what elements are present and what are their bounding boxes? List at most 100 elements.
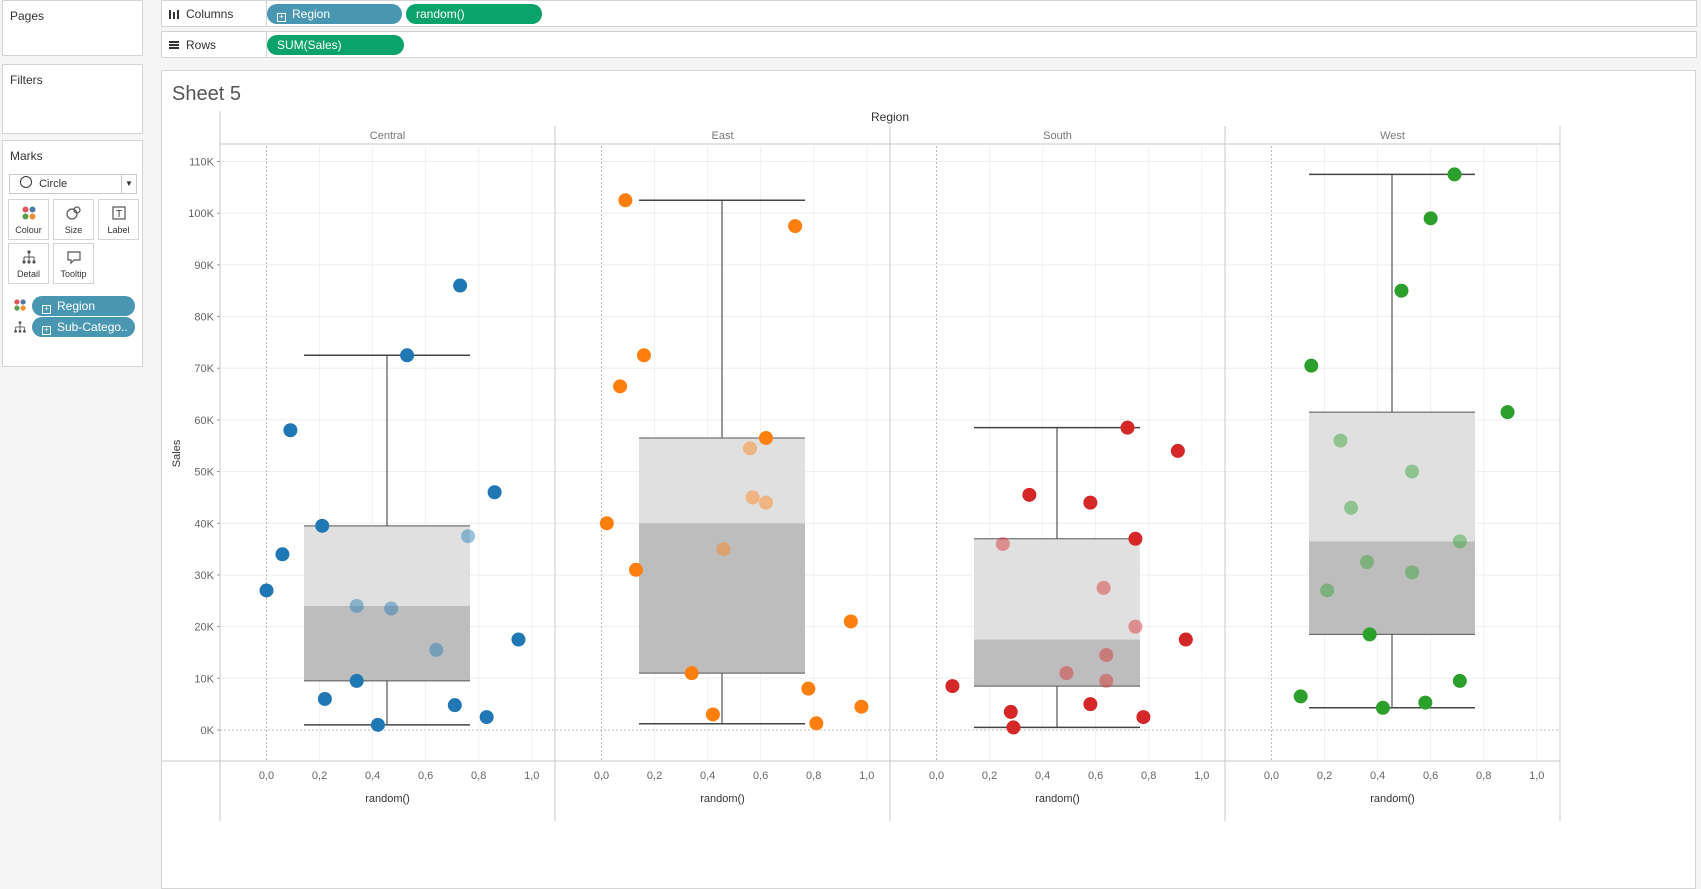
- y-tick-label: 60K: [194, 415, 214, 427]
- subcategory-detail-pill-label: Sub-Catego..: [57, 320, 128, 334]
- rows-icon: [169, 41, 179, 49]
- y-tick-label: 0K: [201, 725, 215, 737]
- size-button[interactable]: Size: [53, 199, 94, 240]
- x-tick-label: 0,6: [1423, 770, 1438, 782]
- plus-box-icon: +: [277, 13, 286, 22]
- data-point-south: [1099, 673, 1114, 688]
- box-lower-hinge: [1309, 541, 1475, 635]
- detail-button[interactable]: Detail: [8, 243, 49, 284]
- x-tick-label: 0,4: [1370, 770, 1385, 782]
- detail-label: Detail: [16, 269, 40, 279]
- rows-shelf[interactable]: Rows SUM(Sales): [161, 31, 1697, 58]
- x-tick-label: 0,0: [1264, 770, 1279, 782]
- x-axis-label: random(): [1370, 793, 1415, 805]
- data-point-south: [1083, 495, 1098, 510]
- x-tick-label: 0,6: [1088, 770, 1103, 782]
- data-point-west: [1304, 358, 1319, 373]
- data-point-central: [447, 698, 462, 713]
- data-point-east: [745, 490, 760, 505]
- y-tick-label: 100K: [188, 208, 214, 220]
- sheet-title: Sheet 5: [172, 83, 241, 105]
- x-tick-label: 0,4: [1035, 770, 1050, 782]
- panel-header-east: East: [711, 130, 733, 142]
- x-tick-label: 0,4: [700, 770, 715, 782]
- y-tick-label: 10K: [194, 673, 214, 685]
- x-tick-label: 0,0: [929, 770, 944, 782]
- columns-shelf[interactable]: Columns + Region random(): [161, 0, 1697, 27]
- filters-panel[interactable]: Filters: [2, 64, 143, 134]
- data-point-west: [1344, 500, 1359, 515]
- box-lower-hinge: [974, 639, 1140, 687]
- columns-pill-region[interactable]: + Region: [267, 4, 402, 24]
- y-tick-label: 50K: [194, 467, 214, 479]
- data-point-south: [1120, 420, 1135, 435]
- data-point-west: [1333, 433, 1348, 448]
- tooltip-button[interactable]: Tooltip: [53, 243, 94, 284]
- data-point-central: [283, 423, 298, 438]
- data-point-south: [1099, 648, 1114, 663]
- data-point-south: [1178, 632, 1193, 647]
- x-tick-label: 0,2: [647, 770, 662, 782]
- data-point-central: [370, 717, 385, 732]
- plus-box-icon: +: [42, 326, 51, 335]
- colour-button[interactable]: Colour: [8, 199, 49, 240]
- y-tick-label: 110K: [189, 157, 215, 169]
- data-point-east: [613, 379, 628, 394]
- x-tick-label: 0,4: [365, 770, 380, 782]
- box-upper-hinge: [1309, 412, 1475, 542]
- marks-panel: Marks Circle ▼ Colour Size T Label Detai…: [2, 140, 143, 367]
- y-tick-label: 90K: [194, 260, 214, 272]
- pages-panel[interactable]: Pages: [2, 0, 143, 56]
- x-tick-label: 1,0: [1194, 770, 1209, 782]
- tooltip-label: Tooltip: [60, 269, 87, 279]
- data-point-west: [1452, 534, 1467, 549]
- panel-header-south: South: [1043, 130, 1072, 142]
- data-point-south: [1136, 710, 1151, 725]
- detail-icon: [9, 249, 48, 269]
- chevron-down-icon: ▼: [121, 175, 136, 193]
- plus-box-icon: +: [42, 305, 51, 314]
- data-point-central: [259, 583, 274, 598]
- data-point-central: [317, 691, 332, 706]
- data-point-south: [1096, 580, 1111, 595]
- subcategory-detail-pill[interactable]: + Sub-Catego..: [32, 317, 135, 337]
- colour-icon: [9, 205, 48, 225]
- label-label: Label: [107, 225, 130, 235]
- label-icon: T: [99, 205, 138, 225]
- y-tick-label: 20K: [194, 622, 214, 634]
- x-tick-label: 0,6: [418, 770, 433, 782]
- x-tick-label: 0,2: [982, 770, 997, 782]
- data-point-east: [716, 542, 731, 557]
- data-point-south: [1022, 487, 1037, 502]
- box-lower-hinge: [304, 605, 470, 681]
- data-point-west: [1452, 673, 1467, 688]
- shelf-divider: [266, 32, 267, 57]
- data-point-west: [1423, 211, 1438, 226]
- y-axis-label: Sales: [171, 439, 183, 467]
- data-point-west: [1320, 583, 1335, 598]
- x-tick-label: 0,8: [806, 770, 821, 782]
- data-point-west: [1362, 627, 1377, 642]
- data-point-east: [809, 716, 824, 731]
- data-point-east: [705, 707, 720, 722]
- x-tick-label: 1,0: [859, 770, 874, 782]
- svg-text:T: T: [115, 209, 121, 220]
- box-upper-hinge: [974, 538, 1140, 640]
- box-plot-chart: Region 0K 10K 20K 30K 40K 50K 60K 70K 80K 90K 100K 1…: [162, 111, 1561, 821]
- region-colour-pill[interactable]: + Region: [32, 296, 135, 316]
- x-tick-label: 0,2: [1317, 770, 1332, 782]
- data-point-south: [1003, 704, 1018, 719]
- rows-pill-sales[interactable]: SUM(Sales): [267, 35, 404, 55]
- columns-icon: [169, 10, 179, 19]
- x-tick-label: 1,0: [524, 770, 539, 782]
- data-point-east: [684, 666, 699, 681]
- mark-type-dropdown[interactable]: Circle ▼: [9, 174, 137, 194]
- data-point-east: [854, 699, 869, 714]
- columns-pill-random[interactable]: random(): [406, 4, 542, 24]
- data-point-central: [400, 348, 415, 363]
- label-button[interactable]: T Label: [98, 199, 139, 240]
- data-point-central: [429, 642, 444, 657]
- x-tick-label: 0,0: [594, 770, 609, 782]
- data-point-east: [743, 441, 758, 456]
- size-icon: [54, 205, 93, 225]
